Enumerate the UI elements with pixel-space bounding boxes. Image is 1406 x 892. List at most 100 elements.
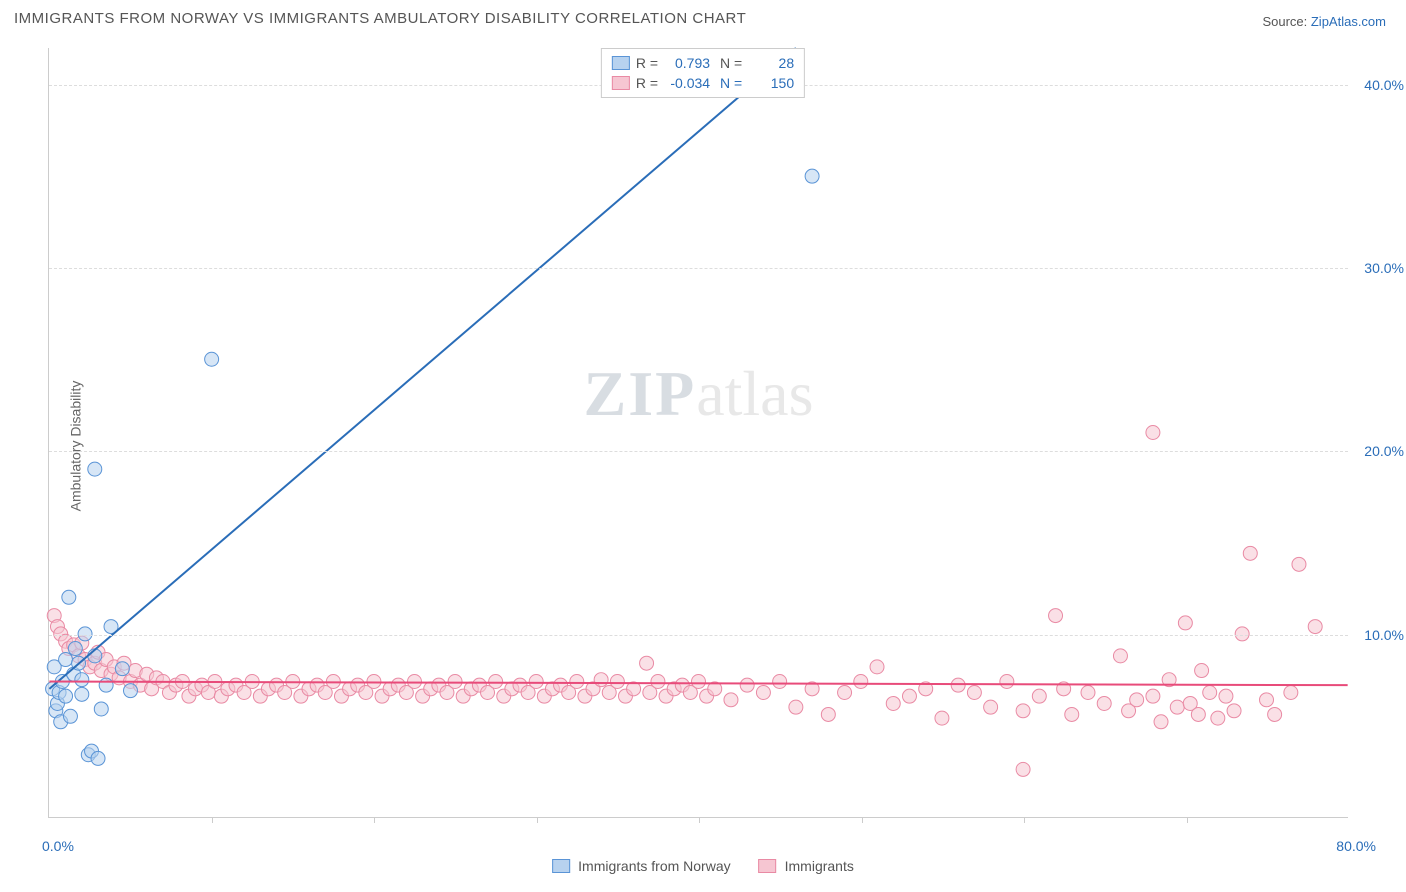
legend-swatch-1: [612, 76, 630, 90]
n-value-0: 28: [748, 55, 794, 71]
data-point: [570, 675, 584, 689]
data-point: [1268, 707, 1282, 721]
chart-title: IMMIGRANTS FROM NORWAY VS IMMIGRANTS AMB…: [14, 10, 746, 27]
data-point: [1191, 707, 1205, 721]
correlation-legend: R = 0.793 N = 28 R = -0.034 N = 150: [601, 48, 805, 98]
data-point: [205, 352, 219, 366]
data-point: [68, 642, 82, 656]
r-label: R =: [636, 75, 658, 91]
correlation-row-1: R = -0.034 N = 150: [612, 73, 794, 93]
y-tick-label: 30.0%: [1364, 260, 1404, 276]
data-point: [1292, 557, 1306, 571]
r-value-0: 0.793: [664, 55, 710, 71]
n-label: N =: [716, 55, 742, 71]
data-point: [75, 687, 89, 701]
chart-svg: [49, 48, 1348, 817]
n-value-1: 150: [748, 75, 794, 91]
data-point: [1113, 649, 1127, 663]
data-point: [88, 462, 102, 476]
correlation-row-0: R = 0.793 N = 28: [612, 53, 794, 73]
data-point: [59, 689, 73, 703]
y-tick-label: 10.0%: [1364, 627, 1404, 643]
data-point: [1146, 426, 1160, 440]
data-point: [1308, 620, 1322, 634]
data-point: [1203, 686, 1217, 700]
data-point: [870, 660, 884, 674]
data-point: [951, 678, 965, 692]
data-point: [756, 686, 770, 700]
data-point: [1178, 616, 1192, 630]
plot-area: ZIPatlas 10.0%20.0%30.0%40.0%: [48, 48, 1348, 818]
data-point: [115, 662, 129, 676]
data-point: [1065, 707, 1079, 721]
data-point: [1016, 704, 1030, 718]
n-label: N =: [716, 75, 742, 91]
data-point: [610, 675, 624, 689]
y-tick-label: 20.0%: [1364, 443, 1404, 459]
data-point: [1195, 664, 1209, 678]
data-point: [1049, 609, 1063, 623]
data-point: [1170, 700, 1184, 714]
legend-swatch-icon: [552, 859, 570, 873]
data-point: [448, 675, 462, 689]
data-point: [854, 675, 868, 689]
data-point: [838, 686, 852, 700]
data-point: [63, 709, 77, 723]
data-point: [94, 702, 108, 716]
data-point: [62, 590, 76, 604]
data-point: [821, 707, 835, 721]
data-point: [640, 656, 654, 670]
legend-item-1: Immigrants: [759, 858, 854, 874]
legend-label-0: Immigrants from Norway: [578, 858, 730, 874]
data-point: [789, 700, 803, 714]
chart-container: IMMIGRANTS FROM NORWAY VS IMMIGRANTS AMB…: [0, 0, 1406, 892]
x-axis-min-label: 0.0%: [42, 838, 74, 854]
data-point: [740, 678, 754, 692]
source-link[interactable]: ZipAtlas.com: [1311, 14, 1386, 29]
data-point: [886, 696, 900, 710]
data-point: [692, 675, 706, 689]
data-point: [1154, 715, 1168, 729]
data-point: [651, 675, 665, 689]
legend-swatch-icon: [759, 859, 777, 873]
data-point: [1284, 686, 1298, 700]
data-point: [1146, 689, 1160, 703]
data-point: [724, 693, 738, 707]
x-axis-max-label: 80.0%: [1336, 838, 1376, 854]
data-point: [529, 675, 543, 689]
data-point: [1000, 675, 1014, 689]
data-point: [1260, 693, 1274, 707]
data-point: [902, 689, 916, 703]
trend-line: [49, 48, 796, 689]
data-point: [1211, 711, 1225, 725]
data-point: [805, 169, 819, 183]
data-point: [408, 675, 422, 689]
source-attribution: Source: ZipAtlas.com: [1262, 14, 1386, 29]
data-point: [1016, 762, 1030, 776]
data-point: [967, 686, 981, 700]
r-label: R =: [636, 55, 658, 71]
data-point: [99, 678, 113, 692]
data-point: [1097, 696, 1111, 710]
data-point: [91, 751, 105, 765]
data-point: [984, 700, 998, 714]
series-legend: Immigrants from Norway Immigrants: [552, 858, 854, 874]
data-point: [1227, 704, 1241, 718]
legend-item-0: Immigrants from Norway: [552, 858, 730, 874]
data-point: [935, 711, 949, 725]
y-tick-label: 40.0%: [1364, 77, 1404, 93]
data-point: [489, 675, 503, 689]
legend-swatch-0: [612, 56, 630, 70]
data-point: [1243, 546, 1257, 560]
source-prefix: Source:: [1262, 14, 1310, 29]
data-point: [75, 673, 89, 687]
data-point: [59, 653, 73, 667]
r-value-1: -0.034: [664, 75, 710, 91]
data-point: [123, 684, 137, 698]
legend-label-1: Immigrants: [785, 858, 854, 874]
data-point: [594, 673, 608, 687]
data-point: [1081, 686, 1095, 700]
data-point: [1219, 689, 1233, 703]
data-point: [1130, 693, 1144, 707]
data-point: [1032, 689, 1046, 703]
